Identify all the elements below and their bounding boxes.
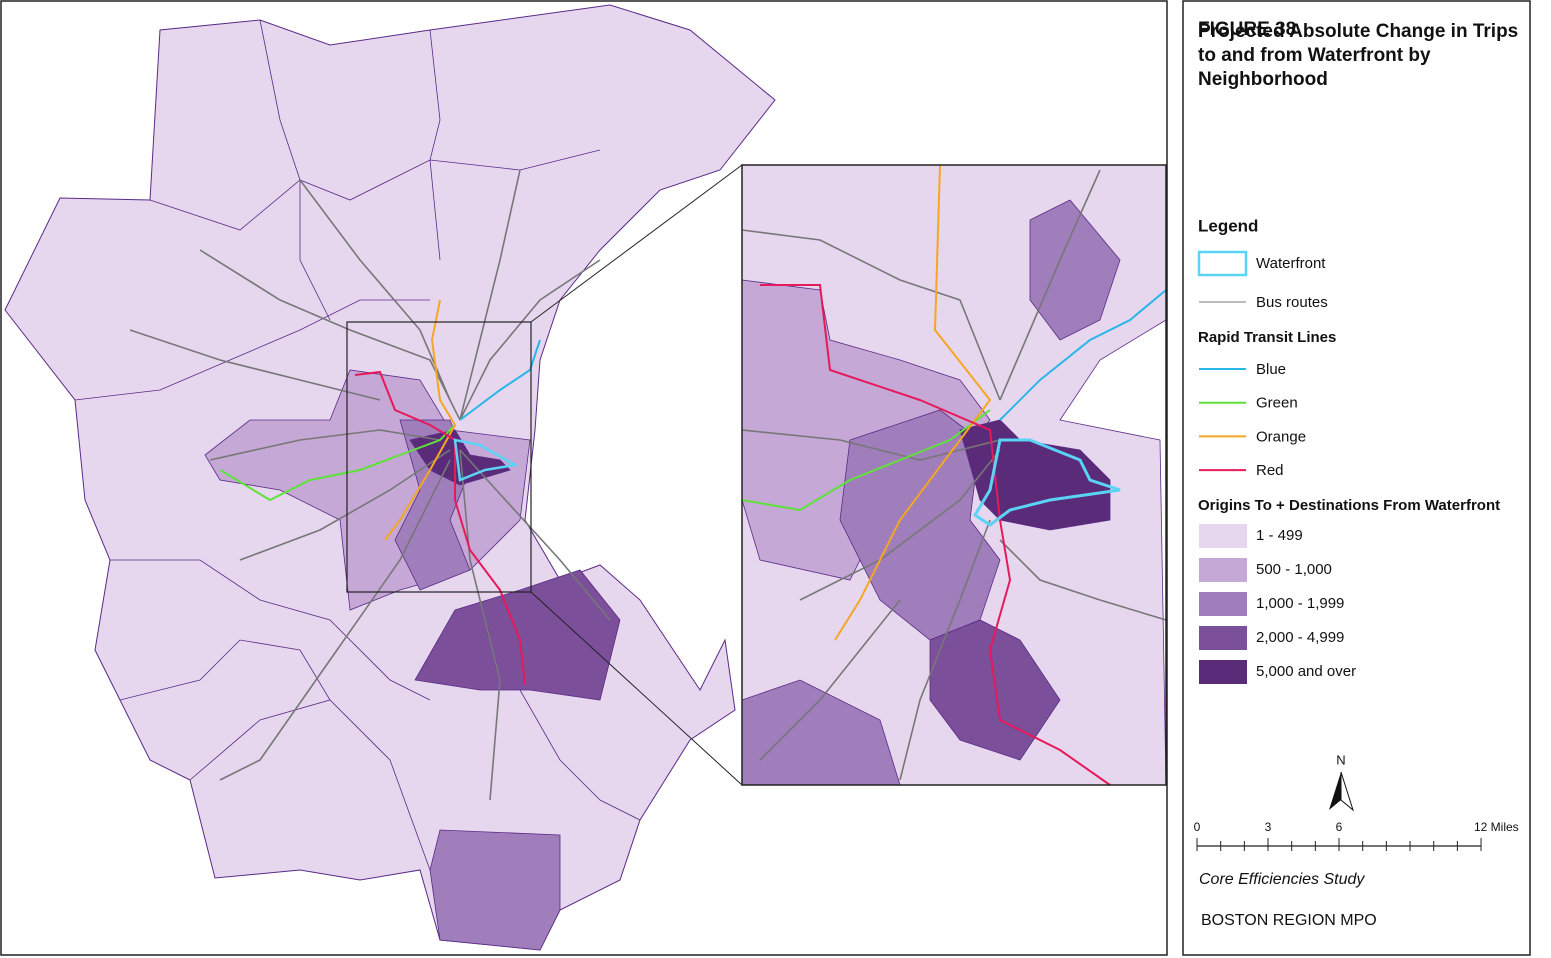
scale-label: 3 [1265, 820, 1272, 834]
scale-label: 12 Miles [1474, 820, 1519, 834]
class-swatch [1199, 626, 1247, 650]
scale-label: 0 [1194, 820, 1201, 834]
legend-label: Bus routes [1256, 294, 1328, 311]
legend-title: Legend [1198, 216, 1258, 235]
bus-route [741, 429, 1001, 461]
boundary [429, 29, 441, 261]
green-line [219, 424, 456, 502]
north-arrow [1329, 772, 1341, 810]
bus-route [999, 169, 1101, 401]
figure-label: FIGURE 38 [1198, 19, 1296, 40]
class-swatch [1199, 592, 1247, 616]
legend-label: Waterfront [1256, 255, 1326, 272]
leader-line [530, 591, 743, 786]
bus-route [459, 449, 611, 621]
waterfront [453, 438, 519, 482]
legend-subtitle: Origins To + Destinations From Waterfron… [1198, 497, 1500, 514]
red-line [354, 370, 526, 686]
boundary [519, 689, 641, 821]
north-label: N [1336, 752, 1345, 767]
bus-route [199, 249, 461, 421]
boundary [74, 299, 430, 401]
legend-label: 1,000 - 1,999 [1256, 595, 1344, 612]
legend-label: 2,000 - 4,999 [1256, 629, 1344, 646]
boundary [119, 639, 331, 701]
leader-line [530, 164, 743, 323]
bus-route [129, 329, 381, 401]
legend-label: Red [1256, 462, 1284, 479]
inset-extent [346, 321, 532, 593]
legend-label: 1 - 499 [1256, 527, 1303, 544]
bus-routes [129, 169, 611, 801]
bus-route [459, 169, 521, 421]
orange-line [384, 299, 457, 541]
study-name: Core Efficiencies Study [1199, 871, 1365, 888]
blue-line [459, 339, 541, 421]
class-swatch [1199, 660, 1247, 684]
green-line [741, 409, 991, 512]
figure-title: Projected Absolute Change in Trips to an… [1198, 21, 1519, 90]
blue-line [999, 289, 1167, 421]
bus-route [741, 229, 1001, 401]
bus-route [799, 449, 1001, 601]
red-line [760, 284, 1111, 786]
neighborhood [429, 829, 561, 951]
class-swatch [1199, 524, 1247, 548]
bus-route [239, 449, 451, 561]
legend-label: Orange [1256, 428, 1306, 445]
legend-panel [1182, 0, 1531, 956]
legend-label: 500 - 1,000 [1256, 561, 1332, 578]
bus-route [999, 539, 1167, 621]
bus-route [219, 459, 451, 781]
legend-label: 5,000 and over [1256, 663, 1356, 680]
inset-frame [741, 164, 1167, 786]
legend-label: Green [1256, 395, 1298, 412]
inset-area [1029, 199, 1121, 341]
agency-name: BOSTON REGION MPO [1201, 912, 1377, 929]
legend-label: Blue [1256, 361, 1286, 378]
scale-label: 6 [1336, 820, 1343, 834]
boundary [110, 559, 431, 701]
north-arrow [1340, 771, 1354, 812]
bus-route [899, 519, 991, 781]
bus-route [209, 429, 441, 461]
scale-ticks [1196, 838, 1482, 851]
waterfront [972, 438, 1121, 527]
class-swatch [1199, 558, 1247, 582]
bus-routes [741, 169, 1167, 781]
bus-route [459, 259, 601, 421]
orange-line [834, 164, 992, 641]
legend-subtitle: Rapid Transit Lines [1198, 329, 1336, 346]
waterfront-swatch [1197, 250, 1248, 277]
bus-route [459, 449, 501, 801]
bus-route [759, 599, 901, 761]
